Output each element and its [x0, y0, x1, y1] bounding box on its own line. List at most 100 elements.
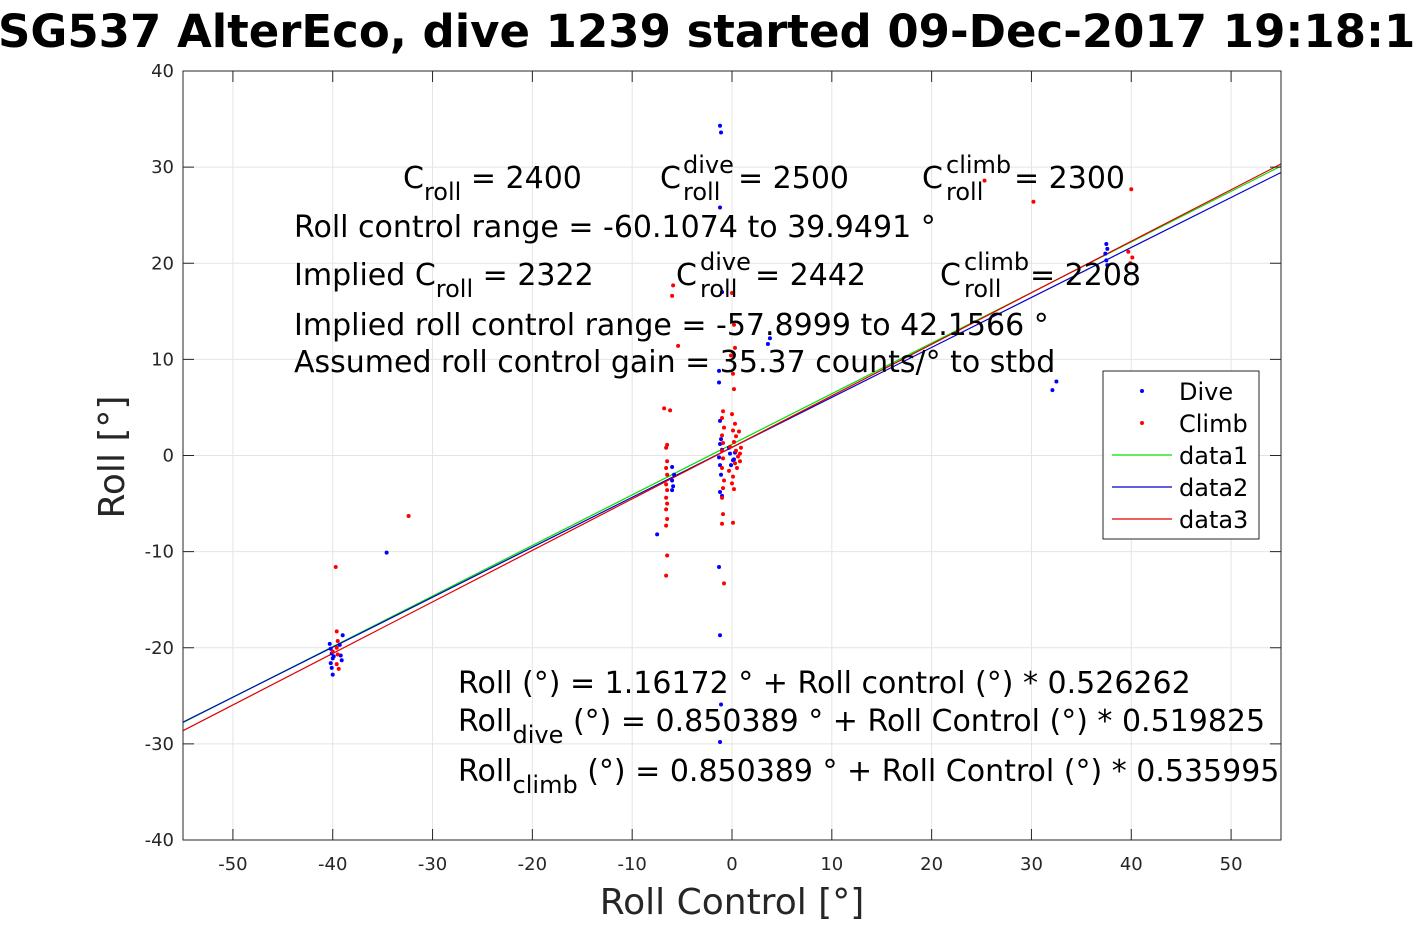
point-climb [334, 662, 339, 667]
annotation-roll-control-range: Roll control range = -60.1074 to 39.9491… [294, 210, 936, 245]
annotation-implied-cdive: C [676, 258, 697, 293]
point-climb [730, 371, 735, 376]
point-dive [384, 550, 389, 555]
point-dive [717, 565, 722, 570]
point-climb [668, 408, 673, 413]
annotation-implied-cclimb-value: = 2208 [1030, 258, 1141, 293]
point-climb [720, 465, 725, 470]
point-dive [719, 130, 724, 135]
point-dive [1104, 242, 1109, 247]
point-climb [734, 465, 739, 470]
y-axis-label: Roll [°] [92, 396, 133, 519]
point-dive [717, 368, 722, 373]
point-climb [406, 514, 411, 519]
point-climb [330, 649, 335, 654]
legend-label-climb: Climb [1179, 410, 1248, 438]
annotation-cdive: C [660, 161, 681, 196]
point-dive [1050, 388, 1055, 393]
point-climb [733, 434, 738, 439]
point-climb [665, 501, 670, 506]
point-climb [732, 461, 737, 466]
point-climb [664, 465, 669, 470]
point-climb [1031, 199, 1036, 204]
point-climb [738, 445, 743, 450]
point-climb [731, 487, 736, 492]
annotation-gain: Assumed roll control gain = 35.37 counts… [294, 345, 1055, 380]
point-climb [1129, 187, 1134, 192]
point-climb [730, 412, 734, 417]
point-climb [720, 416, 725, 421]
point-dive [719, 702, 724, 707]
point-dive [1054, 379, 1059, 384]
y-tick-label: 40 [151, 61, 174, 82]
legend-marker-dive [1140, 389, 1144, 393]
point-climb [664, 523, 669, 528]
annotation-cclimb-value: = 2300 [1014, 161, 1125, 196]
annotation-croll: Croll = 2400 [403, 161, 582, 206]
data-points [327, 123, 1135, 744]
point-climb [737, 459, 742, 464]
point-dive [718, 123, 723, 128]
point-dive [729, 463, 734, 468]
point-dive [767, 336, 772, 341]
point-dive [719, 437, 724, 442]
y-tick-label: 20 [151, 253, 174, 274]
point-climb [665, 472, 670, 477]
point-dive [672, 472, 677, 477]
legend-label-dive: Dive [1179, 378, 1233, 406]
point-climb [662, 406, 667, 411]
point-climb [721, 456, 726, 461]
point-climb [665, 553, 670, 558]
point-dive [765, 341, 770, 346]
point-climb [982, 178, 987, 183]
point-dive [718, 205, 723, 210]
annotation-implied-cclimb-sub: roll [964, 275, 1001, 303]
x-tick-label: -40 [318, 854, 347, 875]
point-climb [720, 521, 725, 526]
point-dive [327, 641, 332, 646]
chart-title: SG537 AlterEco, dive 1239 started 09-Dec… [0, 5, 1415, 58]
legend-label-data3: data3 [1179, 506, 1248, 534]
x-tick-label: 40 [1120, 854, 1143, 875]
point-dive [339, 658, 344, 663]
point-dive [717, 455, 722, 460]
point-climb [730, 474, 735, 479]
annotation-cclimb-sub: roll [946, 178, 983, 206]
point-climb [664, 495, 669, 500]
x-tick-label: 10 [820, 854, 843, 875]
annotation-bottom: Roll (°) = 1.16172 ° + Roll control (°) … [458, 666, 1279, 799]
point-dive [1103, 251, 1108, 256]
annotation-fit-dive: Rolldive (°) = 0.850389 ° + Roll Control… [458, 704, 1265, 749]
point-climb [1130, 255, 1135, 260]
point-climb [735, 454, 740, 459]
x-tick-label: 20 [920, 854, 943, 875]
point-dive [718, 633, 723, 638]
point-dive [728, 451, 733, 456]
point-dive [671, 484, 676, 489]
x-axis-label: Roll Control [°] [600, 882, 865, 923]
point-climb [730, 291, 734, 296]
point-climb [731, 322, 736, 327]
x-tick-label: -30 [418, 854, 447, 875]
annotation-cclimb: C [922, 161, 943, 196]
annotation-implied-croll: Implied Croll = 2322 [294, 258, 594, 303]
annotation-implied-cclimb-sup: climb [964, 248, 1029, 276]
point-dive [330, 672, 335, 677]
point-dive [1105, 246, 1110, 251]
point-climb [665, 516, 670, 521]
annotation-fit-climb: Rollclimb (°) = 0.850389 ° + Roll Contro… [458, 754, 1279, 799]
point-climb [733, 448, 738, 453]
point-dive [1105, 263, 1110, 268]
point-climb [729, 353, 734, 358]
point-dive [337, 642, 342, 647]
point-dive [1104, 258, 1109, 263]
point-dive [329, 665, 334, 670]
point-climb [1126, 249, 1131, 254]
y-tick-label: 10 [151, 349, 174, 370]
point-climb [1128, 261, 1133, 266]
point-dive [670, 478, 675, 483]
point-climb [730, 481, 734, 486]
point-dive [655, 532, 660, 537]
point-climb [730, 428, 735, 433]
point-climb [722, 425, 727, 430]
